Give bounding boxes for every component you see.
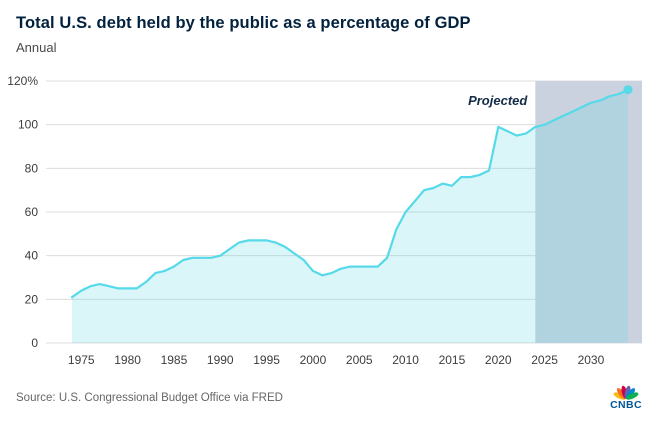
x-tick-label: 2020 <box>485 353 512 367</box>
y-tick-label: 100 <box>18 118 38 132</box>
x-tick-label: 2030 <box>578 353 605 367</box>
x-tick-label: 2015 <box>439 353 466 367</box>
projected-label: Projected <box>468 93 528 108</box>
debt-chart-svg: 0 20 40 60 80 100 120% 1975 1980 1985 1990 1995 2000… <box>7 74 642 367</box>
x-tick-label: 1990 <box>207 353 234 367</box>
area-fill <box>72 89 628 343</box>
end-dot <box>623 85 633 95</box>
y-tick-label: 0 <box>31 336 38 350</box>
projected-band <box>535 81 642 343</box>
cnbc-logo: CNBC <box>610 385 642 411</box>
y-tick-label: 40 <box>25 249 39 263</box>
x-tick-label: 1985 <box>161 353 188 367</box>
x-tick-label: 2005 <box>346 353 373 367</box>
peacock-icon <box>613 385 639 400</box>
chart-subtitle: Annual <box>16 40 57 55</box>
peacock-feather <box>626 392 639 400</box>
x-tick-label: 1995 <box>253 353 280 367</box>
x-tick-label: 2025 <box>531 353 558 367</box>
chart-footer: Source: U.S. Congressional Budget Office… <box>0 385 656 411</box>
x-tick-label: 1975 <box>68 353 95 367</box>
x-tick-label: 2010 <box>392 353 419 367</box>
y-tick-label: 20 <box>25 292 39 306</box>
x-tick-label: 1980 <box>114 353 141 367</box>
source-text: Source: U.S. Congressional Budget Office… <box>16 392 283 404</box>
page-title: Total U.S. debt held by the public as a … <box>16 14 471 32</box>
y-tick-label: 60 <box>25 205 39 219</box>
trend-line <box>70 88 630 299</box>
y-tick-label: 120% <box>7 74 38 88</box>
x-tick-label: 2000 <box>300 353 327 367</box>
logo-wordmark: CNBC <box>610 399 642 411</box>
y-tick-label: 80 <box>25 161 39 175</box>
